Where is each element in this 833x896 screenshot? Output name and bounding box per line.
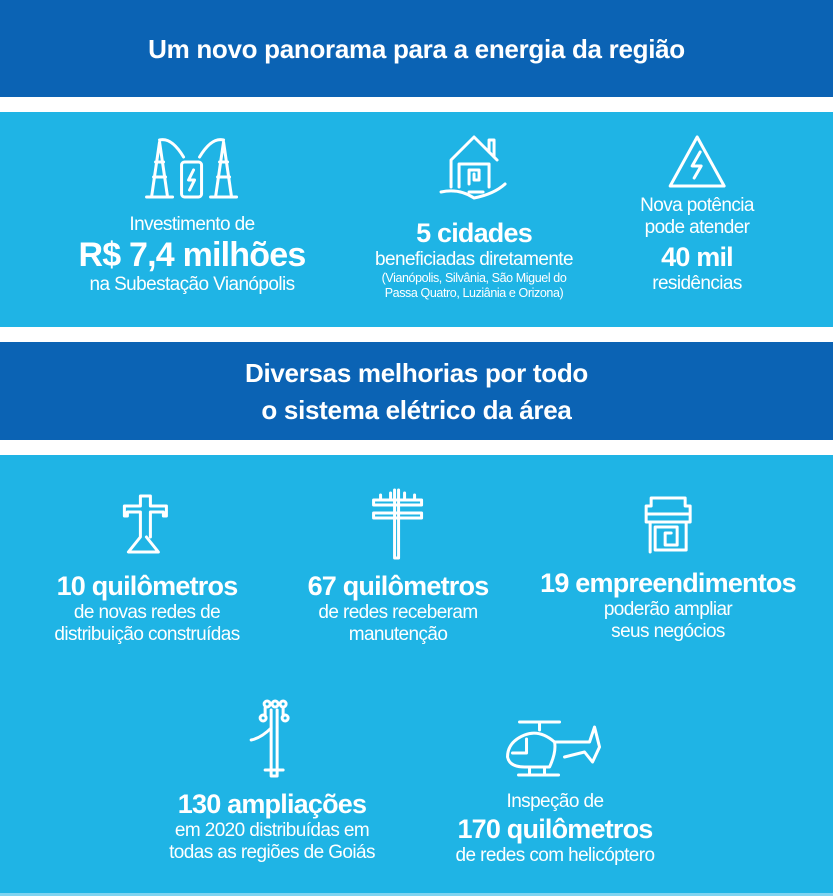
item-label: poderão ampliar <box>603 599 733 620</box>
power-label-2: pode atender <box>644 217 750 238</box>
power-label-3: residências <box>652 273 742 294</box>
item-label: em 2020 distribuídas em <box>174 820 370 841</box>
header-banner: Um novo panorama para a energia da regiã… <box>0 0 833 97</box>
item-value: 170 quilômetros <box>457 814 653 844</box>
high-voltage-warning-icon <box>668 135 726 188</box>
item-label: distribuição construídas <box>54 624 240 645</box>
item-prefix: Inspeção de <box>506 791 605 812</box>
power-label-1: Nova potência <box>640 195 754 216</box>
improvement-item: 10 quilômetros de novas redes de distrib… <box>54 493 240 646</box>
utility-pole-icon <box>372 488 424 560</box>
improvement-item: 130 ampliações em 2020 distribuídas em t… <box>169 698 375 864</box>
improvement-item: 67 quilômetros de redes receberam manute… <box>308 488 489 646</box>
helicopter-icon <box>506 720 602 777</box>
section-title-1: Diversas melhorias por todo <box>244 358 588 388</box>
header-banner-2: Diversas melhorias por todo o sistema el… <box>0 342 833 440</box>
business-building-icon <box>644 496 692 554</box>
investment-block: Investimento de R$ 7,4 milhões na Subest… <box>79 132 306 296</box>
cities-value: 5 cidades <box>416 218 533 248</box>
item-label: manutenção <box>348 624 448 645</box>
item-label: de redes com helicóptero <box>455 845 656 866</box>
item-label: todas as regiões de Goiás <box>169 842 375 863</box>
item-value: 10 quilômetros <box>56 571 239 601</box>
item-label: de novas redes de <box>73 602 221 623</box>
cities-label: beneficiadas diretamente <box>375 249 574 270</box>
section-highlights: Investimento de R$ 7,4 milhões na Subest… <box>0 112 833 327</box>
investment-label: Investimento de <box>129 214 255 235</box>
improvement-item: Inspeção de 170 quilômetros de redes com… <box>456 717 655 867</box>
item-label: seus negócios <box>611 621 725 642</box>
item-value: 130 ampliações <box>177 789 367 819</box>
section-improvements: 10 quilômetros de novas redes de distrib… <box>0 455 833 893</box>
pole-connection-icon <box>249 699 290 778</box>
item-value: 67 quilômetros <box>307 571 490 601</box>
power-value: 40 mil <box>661 242 734 272</box>
investment-place: na Subestação Vianópolis <box>89 274 296 295</box>
investment-value: R$ 7,4 milhões <box>78 236 307 274</box>
section-title-2: o sistema elétrico da área <box>261 395 572 425</box>
cities-list-1: (Vianópolis, Silvânia, São Miguel do <box>381 271 567 285</box>
item-value: 19 empreendimentos <box>540 568 797 598</box>
substation-icon <box>145 138 239 199</box>
power-block: Nova potência pode atender 40 mil residê… <box>640 134 754 295</box>
bottom-border <box>0 893 833 896</box>
cities-block: 5 cidades beneficiadas diretamente (Vian… <box>375 132 574 301</box>
item-label: de redes receberam <box>318 602 478 623</box>
main-title: Um novo panorama para a energia da regiã… <box>148 34 685 64</box>
cities-list-2: Passa Quatro, Luziânia e Orizona) <box>384 286 564 300</box>
improvement-item: 19 empreendimentos poderão ampliar seus … <box>540 495 797 643</box>
power-tower-icon <box>122 494 168 554</box>
house-hand-icon <box>439 135 507 200</box>
